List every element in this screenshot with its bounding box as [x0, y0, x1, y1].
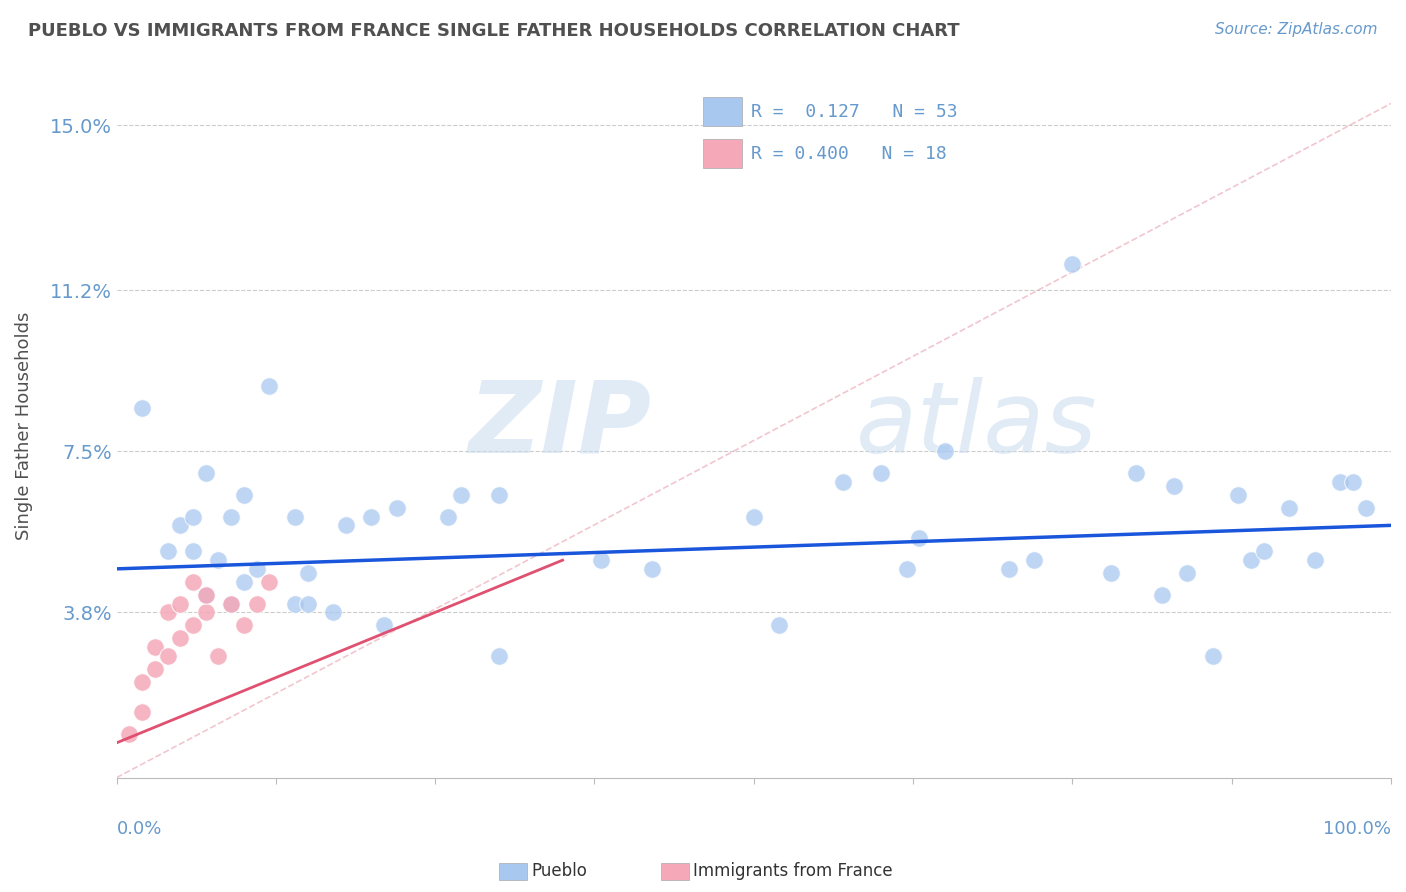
- Point: [194, 466, 217, 480]
- Point: [360, 509, 382, 524]
- Point: [284, 509, 307, 524]
- Point: [1099, 566, 1122, 581]
- Point: [156, 605, 179, 619]
- Point: [246, 562, 269, 576]
- Point: [1163, 479, 1185, 493]
- Text: Source: ZipAtlas.com: Source: ZipAtlas.com: [1215, 22, 1378, 37]
- Point: [385, 500, 408, 515]
- Point: [169, 632, 191, 646]
- Point: [219, 597, 242, 611]
- Point: [1024, 553, 1046, 567]
- Point: [259, 379, 281, 393]
- Text: 0.0%: 0.0%: [117, 820, 162, 838]
- Point: [233, 488, 256, 502]
- Point: [896, 562, 918, 576]
- Point: [832, 475, 855, 489]
- Point: [742, 509, 765, 524]
- Point: [284, 597, 307, 611]
- Point: [450, 488, 472, 502]
- Point: [908, 532, 931, 546]
- Text: Immigrants from France: Immigrants from France: [693, 863, 893, 880]
- Point: [207, 648, 229, 663]
- Point: [143, 640, 166, 655]
- Point: [194, 605, 217, 619]
- Point: [1341, 475, 1364, 489]
- Point: [1175, 566, 1198, 581]
- Text: Pueblo: Pueblo: [531, 863, 588, 880]
- Point: [437, 509, 460, 524]
- Point: [1329, 475, 1351, 489]
- Point: [194, 588, 217, 602]
- Point: [373, 618, 395, 632]
- Point: [870, 466, 893, 480]
- Point: [169, 518, 191, 533]
- Point: [156, 544, 179, 558]
- Point: [246, 597, 269, 611]
- Point: [1227, 488, 1250, 502]
- Point: [1150, 588, 1173, 602]
- Point: [233, 574, 256, 589]
- Point: [181, 544, 204, 558]
- Point: [1278, 500, 1301, 515]
- Point: [1303, 553, 1326, 567]
- Point: [297, 566, 319, 581]
- Point: [219, 509, 242, 524]
- Point: [118, 727, 141, 741]
- Point: [143, 662, 166, 676]
- Point: [131, 706, 153, 720]
- Point: [1253, 544, 1275, 558]
- Point: [207, 553, 229, 567]
- Point: [194, 588, 217, 602]
- Point: [934, 444, 956, 458]
- Text: PUEBLO VS IMMIGRANTS FROM FRANCE SINGLE FATHER HOUSEHOLDS CORRELATION CHART: PUEBLO VS IMMIGRANTS FROM FRANCE SINGLE …: [28, 22, 960, 40]
- Point: [1240, 553, 1263, 567]
- Point: [297, 597, 319, 611]
- Point: [219, 597, 242, 611]
- Point: [488, 488, 510, 502]
- Point: [768, 618, 790, 632]
- Point: [259, 574, 281, 589]
- Point: [322, 605, 344, 619]
- Point: [589, 553, 612, 567]
- Point: [131, 401, 153, 415]
- Point: [181, 509, 204, 524]
- Point: [335, 518, 357, 533]
- Point: [156, 648, 179, 663]
- Y-axis label: Single Father Households: Single Father Households: [15, 311, 32, 540]
- Point: [488, 648, 510, 663]
- Point: [1201, 648, 1223, 663]
- Point: [181, 574, 204, 589]
- Point: [1062, 257, 1084, 271]
- Text: 100.0%: 100.0%: [1323, 820, 1391, 838]
- Point: [1354, 500, 1376, 515]
- Point: [641, 562, 664, 576]
- Point: [233, 618, 256, 632]
- Text: atlas: atlas: [856, 376, 1097, 474]
- Point: [131, 675, 153, 690]
- Text: ZIP: ZIP: [468, 376, 652, 474]
- Point: [169, 597, 191, 611]
- Point: [997, 562, 1019, 576]
- Point: [181, 618, 204, 632]
- Point: [1125, 466, 1147, 480]
